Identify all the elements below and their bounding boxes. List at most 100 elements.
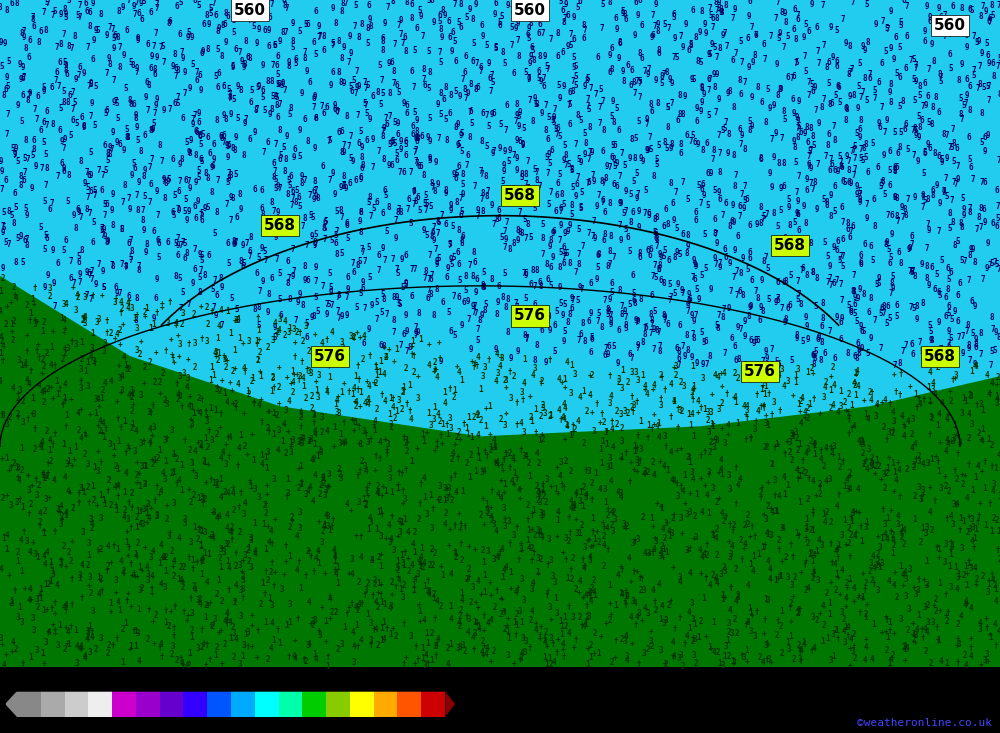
Text: 6: 6 — [68, 273, 73, 282]
Text: †: † — [118, 424, 123, 432]
Text: 7: 7 — [604, 345, 608, 353]
Text: 9: 9 — [111, 191, 115, 199]
Text: 9: 9 — [960, 60, 965, 69]
Text: 7: 7 — [55, 43, 59, 52]
Text: †: † — [588, 593, 593, 603]
Text: 4: 4 — [354, 603, 359, 612]
Text: 6: 6 — [253, 185, 257, 194]
Text: 5: 5 — [929, 327, 933, 336]
Text: 5: 5 — [175, 100, 180, 108]
Text: 8: 8 — [45, 164, 49, 173]
Text: 2: 2 — [276, 383, 281, 392]
Text: 6: 6 — [463, 52, 468, 61]
Text: 9: 9 — [535, 310, 539, 320]
Text: 3: 3 — [189, 420, 194, 429]
Text: +: + — [509, 584, 513, 594]
Text: 2: 2 — [591, 576, 596, 586]
Text: 9: 9 — [707, 51, 712, 59]
Text: 9: 9 — [152, 314, 157, 323]
Text: 4: 4 — [0, 377, 2, 386]
Text: 6: 6 — [232, 240, 236, 249]
Text: 5: 5 — [183, 207, 187, 216]
Text: 4: 4 — [219, 306, 223, 315]
Text: 9: 9 — [700, 361, 705, 369]
Text: +: + — [588, 372, 593, 380]
Text: 5: 5 — [774, 357, 779, 366]
Text: 7: 7 — [652, 345, 656, 354]
Text: +: + — [472, 545, 477, 554]
Text: 1: 1 — [143, 463, 147, 471]
Text: 7: 7 — [714, 108, 719, 117]
Text: 8: 8 — [732, 103, 736, 112]
Text: 4: 4 — [705, 491, 709, 500]
Text: 9: 9 — [563, 229, 567, 238]
Text: 9: 9 — [234, 133, 239, 142]
Text: 8: 8 — [758, 154, 763, 163]
Text: 9: 9 — [551, 229, 555, 238]
Text: 8: 8 — [467, 133, 472, 142]
Text: +: + — [113, 334, 117, 343]
Text: 5: 5 — [261, 93, 265, 103]
Text: 6: 6 — [943, 293, 948, 303]
Text: 7: 7 — [391, 79, 396, 89]
Text: 2: 2 — [757, 653, 762, 662]
Text: 4: 4 — [422, 616, 427, 625]
Text: 7: 7 — [968, 356, 972, 365]
Text: 4: 4 — [728, 606, 733, 615]
Text: 6: 6 — [354, 177, 358, 185]
Text: 5: 5 — [282, 143, 286, 152]
Text: 9: 9 — [749, 302, 754, 311]
Text: 5: 5 — [358, 289, 363, 298]
Text: +: + — [60, 399, 65, 408]
Text: 3: 3 — [170, 642, 175, 652]
Text: 2: 2 — [620, 424, 625, 432]
Text: +: + — [364, 482, 369, 492]
Text: 7: 7 — [540, 250, 545, 259]
Text: 5: 5 — [531, 45, 535, 55]
Text: 1: 1 — [366, 525, 371, 534]
Text: 7: 7 — [586, 179, 590, 188]
Text: 8: 8 — [432, 312, 436, 320]
Text: 6: 6 — [216, 83, 220, 92]
Text: +: + — [498, 594, 503, 603]
Text: 1: 1 — [760, 385, 764, 394]
Text: +: + — [25, 331, 30, 340]
Text: +: + — [903, 422, 908, 431]
Text: 7: 7 — [135, 0, 140, 7]
Text: 5: 5 — [372, 205, 376, 213]
Text: †: † — [356, 472, 360, 481]
Text: 9: 9 — [357, 216, 362, 226]
Text: 4: 4 — [882, 397, 887, 405]
Text: 7: 7 — [191, 114, 195, 124]
Text: 7: 7 — [723, 118, 728, 127]
Text: 7: 7 — [649, 329, 653, 339]
Text: 2: 2 — [612, 508, 616, 517]
Text: 6: 6 — [872, 195, 876, 204]
Text: 5: 5 — [6, 56, 11, 66]
Text: †: † — [157, 644, 162, 653]
Text: †: † — [138, 507, 143, 516]
Text: 7: 7 — [434, 245, 439, 254]
Text: 3: 3 — [663, 616, 668, 625]
Text: 5: 5 — [426, 0, 431, 5]
Text: 3: 3 — [632, 401, 636, 410]
Text: 4: 4 — [517, 485, 521, 495]
Text: †: † — [985, 624, 989, 633]
Text: 7: 7 — [852, 164, 857, 174]
Text: 9: 9 — [844, 39, 849, 48]
Text: 2: 2 — [811, 570, 816, 579]
Text: 8: 8 — [157, 141, 162, 150]
Text: †: † — [845, 632, 850, 641]
Text: 9: 9 — [716, 95, 721, 103]
Text: 2: 2 — [101, 386, 105, 395]
Text: 9: 9 — [565, 227, 570, 236]
Text: 4: 4 — [989, 379, 994, 388]
Text: 1: 1 — [475, 447, 480, 456]
Text: 9: 9 — [92, 37, 97, 45]
Text: 2: 2 — [356, 605, 361, 615]
Text: 5: 5 — [632, 177, 636, 186]
Text: 8: 8 — [979, 12, 983, 21]
Text: 4: 4 — [958, 612, 963, 621]
Text: 2: 2 — [824, 378, 828, 388]
Text: 6: 6 — [3, 176, 8, 185]
